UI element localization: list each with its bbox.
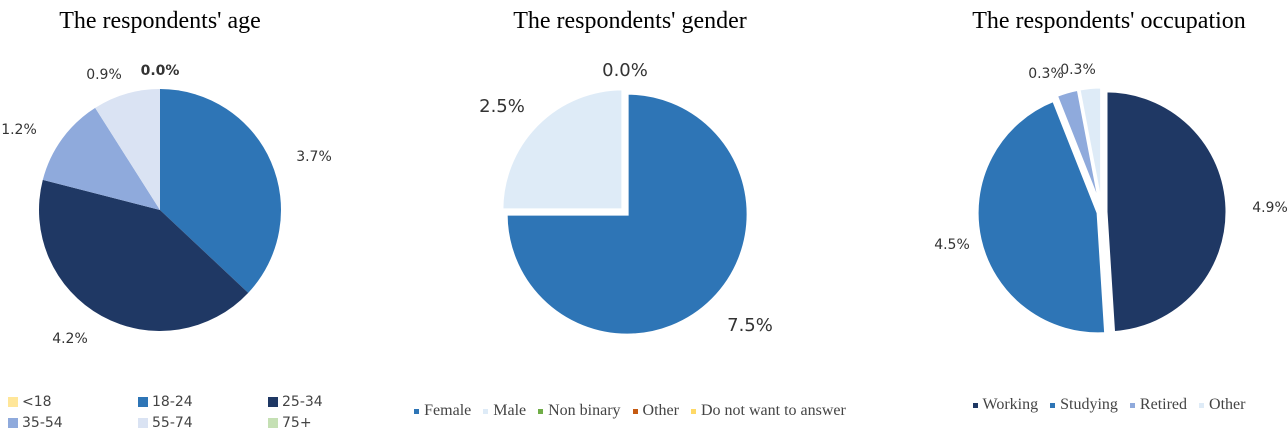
pie-slice bbox=[42, 107, 160, 210]
data-label: 0.0% bbox=[602, 60, 648, 81]
legend-item: 18-24 bbox=[138, 394, 193, 410]
legend-swatch bbox=[1129, 402, 1135, 408]
legend-item: <18 bbox=[8, 394, 52, 410]
legend-label: 18-24 bbox=[152, 394, 193, 410]
data-label: 0.9% bbox=[86, 67, 122, 83]
gender-chart: The respondents' gender 7.5% 2.5% 0.0% Fem… bbox=[330, 0, 930, 434]
legend-swatch bbox=[414, 408, 420, 414]
legend-swatch bbox=[268, 397, 278, 407]
data-label: 0.3% bbox=[1060, 62, 1096, 78]
pie-slice bbox=[504, 91, 750, 337]
legend-item: Other bbox=[632, 402, 679, 420]
chart-title: The respondents' age bbox=[59, 8, 261, 34]
legend-label: Working bbox=[982, 396, 1039, 413]
legend-label: Retired bbox=[1139, 396, 1188, 413]
legend-swatch bbox=[1050, 402, 1056, 408]
legend-label: <18 bbox=[22, 394, 52, 410]
legend-item: Studying bbox=[1050, 396, 1118, 414]
legend-item: Female bbox=[414, 402, 471, 420]
legend-item: 35-54 bbox=[8, 415, 63, 431]
legend-swatch bbox=[138, 397, 148, 407]
legend-label: Female bbox=[424, 402, 472, 419]
legend-label: Other bbox=[1209, 396, 1246, 413]
legend-swatch bbox=[538, 408, 544, 414]
legend-item: Working bbox=[972, 396, 1039, 414]
data-label: 4.2% bbox=[52, 331, 88, 347]
legend-swatch bbox=[8, 418, 18, 428]
legend-item: Do not want to answer bbox=[690, 402, 846, 420]
legend-label: Non binary bbox=[548, 402, 621, 419]
data-label: 4.9% bbox=[1252, 200, 1288, 216]
legend-item: Non binary bbox=[538, 402, 621, 420]
pie-slice bbox=[39, 179, 249, 331]
legend-label: 35-54 bbox=[22, 415, 63, 431]
pie-slice bbox=[500, 87, 625, 212]
legend-swatch bbox=[483, 408, 489, 414]
legend-label: 25-34 bbox=[282, 394, 323, 410]
chart-title: The respondents' gender bbox=[513, 8, 747, 34]
data-label: 2.5% bbox=[479, 96, 525, 117]
occupation-pie: 4.9% 4.5% 0.3%0.3% bbox=[934, 62, 1288, 336]
data-label: 4.5% bbox=[934, 237, 970, 253]
data-label: 0.0% bbox=[141, 63, 180, 79]
age-pie: 3.7% 4.2% 1.2% 0.9% 0.0% bbox=[1, 63, 332, 347]
pie-slice bbox=[1104, 89, 1229, 335]
legend-swatch bbox=[690, 408, 696, 414]
data-label: 7.5% bbox=[727, 315, 773, 336]
legend-item: 25-34 bbox=[268, 394, 323, 410]
age-chart: The respondents' age 3.7% 4.2% 1.2% 0.9% 0.0… bbox=[0, 0, 332, 434]
legend-swatch bbox=[268, 418, 278, 428]
legend-label: Do not want to answer bbox=[700, 402, 846, 419]
gender-pie: 7.5% 2.5% 0.0% bbox=[479, 60, 773, 337]
pie-slice bbox=[1077, 85, 1104, 209]
data-label: 0.3% bbox=[1028, 66, 1064, 82]
legend-item: Other bbox=[1199, 396, 1245, 414]
legend-swatch bbox=[1199, 402, 1205, 408]
data-label: 1.2% bbox=[1, 122, 37, 138]
legend-swatch bbox=[632, 408, 638, 414]
legend-swatch bbox=[972, 402, 978, 408]
data-label: 3.7% bbox=[296, 149, 332, 165]
legend-label: Studying bbox=[1060, 396, 1118, 413]
legend-item: 75+ bbox=[268, 415, 312, 431]
legend-swatch bbox=[8, 397, 18, 407]
pie-slice bbox=[160, 89, 281, 293]
legend-item: Retired bbox=[1129, 396, 1188, 414]
legend-swatch bbox=[138, 418, 148, 428]
pie-slice bbox=[975, 98, 1108, 336]
chart-title: The respondents' occupation bbox=[972, 8, 1246, 34]
legend-item: Male bbox=[483, 402, 526, 420]
legend-item: 55-74 bbox=[138, 415, 193, 431]
occupation-chart: The respondents' occupation 4.9% 4.5% 0.3%… bbox=[930, 0, 1288, 434]
legend-label: Male bbox=[493, 402, 527, 419]
pie-slice bbox=[95, 89, 160, 210]
legend-label: 55-74 bbox=[152, 415, 193, 431]
legend-label: Other bbox=[642, 402, 679, 419]
legend-label: 75+ bbox=[282, 415, 312, 431]
